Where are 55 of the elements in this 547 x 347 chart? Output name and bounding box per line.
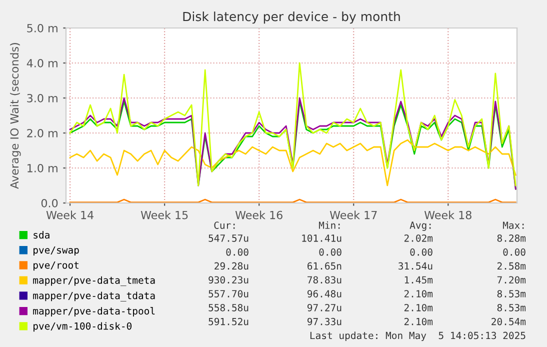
text: 96.48u (307, 290, 342, 298)
text: 2.58m (497, 262, 526, 270)
legend-label: mapper/pve-data_tdata (33, 292, 155, 302)
y-tick-label: 3.0 m (27, 94, 58, 102)
y-tick-label: 2.0 m (27, 128, 58, 138)
x-tick-label: Week 17 (330, 210, 377, 220)
text: Min: (318, 221, 340, 229)
text: Max: (502, 222, 524, 229)
y-axis-title: Average IO Wait (seconds) (10, 43, 21, 189)
text: 0.00 (503, 248, 526, 256)
text: 101.41u (302, 234, 342, 242)
x-tick-label: Week 16 (235, 210, 282, 220)
text: 61.65n (308, 262, 342, 270)
text: 1.45m (404, 276, 433, 284)
x-tick-label: Week 14 (46, 210, 94, 220)
text: 78.83u (308, 276, 342, 284)
line-series (69, 139, 516, 186)
text: 8.53m (497, 290, 526, 298)
text: Avg: (410, 222, 431, 231)
text: 2.02m (404, 234, 433, 242)
text: 547.57u (208, 234, 248, 242)
legend-label: mapper/pve-data-tpool (33, 307, 155, 316)
legend-label: mapper/pve-data_tmeta (33, 276, 155, 286)
text: 2.10m (404, 304, 433, 312)
legend-label: pve/root (34, 262, 79, 271)
text: 557.70u (208, 290, 248, 298)
legend-label: pve/swap (34, 246, 79, 256)
text: 591.52u (208, 318, 248, 326)
text: 0.00 (319, 248, 342, 256)
y-tick-label: 5.0 m (27, 24, 58, 32)
text: 29.28u (214, 262, 248, 270)
legend-label: sda (34, 231, 50, 239)
text: 2.10m (404, 290, 433, 298)
text: 0.00 (410, 248, 432, 256)
text: 2.10m (404, 318, 433, 326)
line-series (69, 62, 516, 186)
legend-label: pve/vm-100-disk-0 (34, 322, 132, 332)
text: 97.33u (307, 318, 342, 326)
text: 31.54u (398, 262, 432, 270)
x-tick-label: Week 15 (140, 210, 188, 220)
text: Last update: Mon May 5 14:05:13 2025 (310, 332, 526, 342)
text: 0.00 (226, 248, 248, 256)
chart-title: Disk latency per device - by month (183, 12, 400, 24)
text: 97.27u (307, 304, 342, 312)
y-tick-label: 0.0 (41, 198, 58, 208)
text: 558.58u (208, 304, 248, 312)
text: 20.54m (492, 318, 526, 326)
y-tick-label: 1.0 m (28, 164, 58, 172)
x-tick-label: Week 18 (424, 210, 472, 220)
text: 7.20m (497, 276, 526, 284)
text: 930.23u (208, 276, 248, 284)
y-tick-label: 4.0 m (26, 58, 58, 68)
text: 8.28m (497, 234, 526, 242)
text: Cur: (214, 222, 235, 229)
text: 8.53m (497, 304, 526, 312)
